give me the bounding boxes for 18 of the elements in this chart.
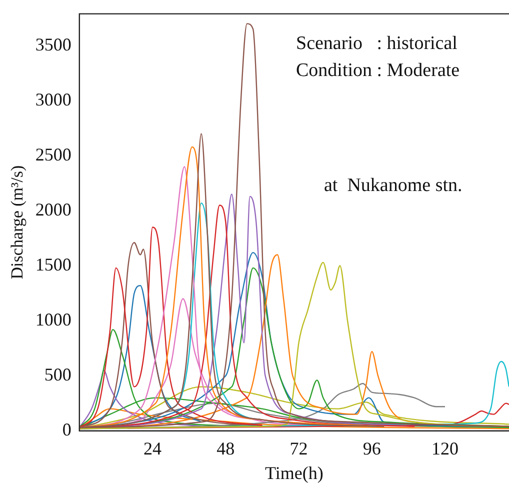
- x-axis-title: Time(h): [265, 462, 324, 483]
- y-tick-label: 3000: [35, 89, 72, 110]
- y-tick-label: 1500: [35, 254, 72, 274]
- y-axis-title: Discharge (m³/s): [8, 165, 27, 280]
- x-tick-label: 120: [432, 438, 459, 458]
- annotation: Scenario : historical: [296, 33, 458, 54]
- y-tick-label: 3500: [35, 34, 72, 54]
- annotation: at Nukanome stn.: [324, 175, 462, 196]
- y-tick-label: 500: [44, 364, 72, 385]
- y-tick-label: 0: [62, 420, 72, 440]
- annotation: Condition : Moderate: [296, 60, 460, 81]
- y-tick-label: 2500: [35, 144, 72, 164]
- x-tick-label: 24: [144, 438, 162, 458]
- x-tick-label: 48: [216, 438, 235, 458]
- y-tick-label: 1000: [35, 310, 72, 330]
- y-tick-label: 2000: [35, 199, 72, 220]
- x-tick-label: 72: [290, 438, 308, 458]
- x-tick-label: 96: [362, 438, 381, 458]
